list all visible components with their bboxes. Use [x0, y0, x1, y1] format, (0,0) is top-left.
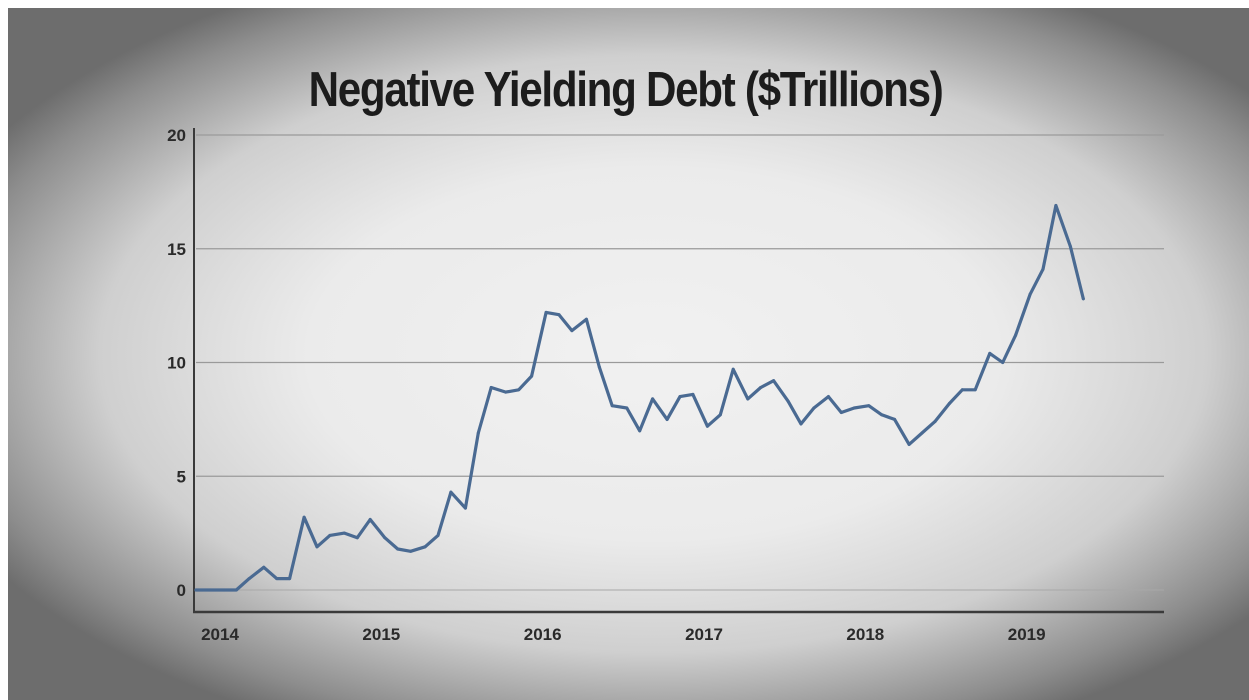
data-point	[610, 404, 614, 408]
y-tick-label: 0	[177, 581, 186, 600]
data-point	[423, 545, 427, 549]
data-point	[355, 536, 359, 540]
data-point	[1001, 361, 1005, 364]
data-point	[651, 397, 655, 401]
data-point	[812, 406, 816, 410]
data-point	[570, 329, 574, 333]
data-point	[839, 411, 843, 414]
x-tick-label: 2018	[846, 625, 884, 644]
data-point	[799, 422, 803, 426]
x-tick-label: 2019	[1008, 625, 1046, 644]
data-point	[960, 388, 964, 392]
grid-lines	[196, 134, 1164, 591]
data-point	[947, 402, 951, 405]
data-point	[718, 413, 722, 417]
data-point	[530, 374, 534, 378]
data-point	[880, 413, 884, 417]
data-point	[476, 431, 480, 435]
data-point	[1068, 245, 1072, 248]
data-point	[691, 392, 695, 396]
data-point	[409, 549, 413, 553]
chart-title: Negative Yielding Debt ($Trillions)	[308, 63, 944, 117]
data-point	[759, 386, 763, 389]
y-tick-label: 20	[167, 126, 186, 145]
data-point	[973, 388, 977, 392]
data-point	[544, 310, 548, 314]
data-point	[933, 420, 937, 424]
data-point	[368, 518, 372, 521]
data-point	[262, 565, 266, 569]
data-point	[907, 442, 911, 446]
y-tick-label: 15	[167, 240, 186, 259]
series-layer	[194, 203, 1085, 592]
data-point	[1014, 333, 1018, 337]
data-point	[1054, 204, 1058, 207]
data-point	[638, 429, 642, 433]
y-axis-tick-labels: 0 5 10 15 20	[167, 126, 186, 600]
data-point	[221, 588, 225, 592]
y-tick-label: 5	[177, 467, 186, 486]
data-point	[826, 395, 830, 399]
data-point	[625, 406, 629, 410]
data-point	[665, 417, 669, 421]
data-point	[504, 390, 508, 394]
data-point	[1081, 297, 1085, 301]
axes	[193, 128, 1164, 614]
data-point	[194, 588, 198, 592]
data-point	[328, 533, 332, 537]
data-point	[436, 533, 440, 537]
x-tick-label: 2016	[524, 625, 562, 644]
data-point	[342, 531, 346, 535]
data-point	[920, 431, 924, 435]
x-axis-tick-labels: 2014 2015 2016 2017 2018 2019	[201, 625, 1045, 644]
data-point	[288, 577, 292, 581]
data-point	[463, 506, 467, 510]
data-point	[1041, 267, 1045, 271]
data-point	[247, 577, 251, 581]
chart-background	[8, 8, 1249, 700]
data-point	[746, 397, 750, 401]
data-point	[396, 547, 400, 551]
y-tick-label: 10	[167, 354, 186, 373]
x-tick-label: 2015	[362, 625, 400, 644]
series-line-0	[194, 203, 1085, 592]
data-point	[275, 577, 279, 581]
data-point	[449, 490, 453, 494]
data-point	[867, 404, 871, 408]
data-point	[1028, 292, 1032, 296]
data-point	[207, 588, 211, 592]
data-point	[988, 351, 992, 355]
data-point	[772, 379, 776, 383]
x-tick-label: 2014	[201, 625, 239, 644]
data-point	[705, 424, 709, 428]
data-point	[383, 536, 387, 540]
data-point	[786, 399, 790, 403]
data-point	[852, 406, 856, 410]
data-point	[517, 388, 521, 392]
data-point	[893, 417, 897, 421]
data-points	[194, 204, 1085, 592]
data-point	[678, 395, 682, 399]
data-point	[302, 515, 306, 519]
x-tick-label: 2017	[685, 625, 723, 644]
data-point	[584, 317, 588, 321]
data-point	[489, 386, 493, 389]
data-point	[557, 313, 561, 317]
data-point	[597, 365, 601, 369]
data-point	[731, 367, 735, 371]
data-point	[315, 545, 319, 549]
data-point	[234, 588, 238, 592]
